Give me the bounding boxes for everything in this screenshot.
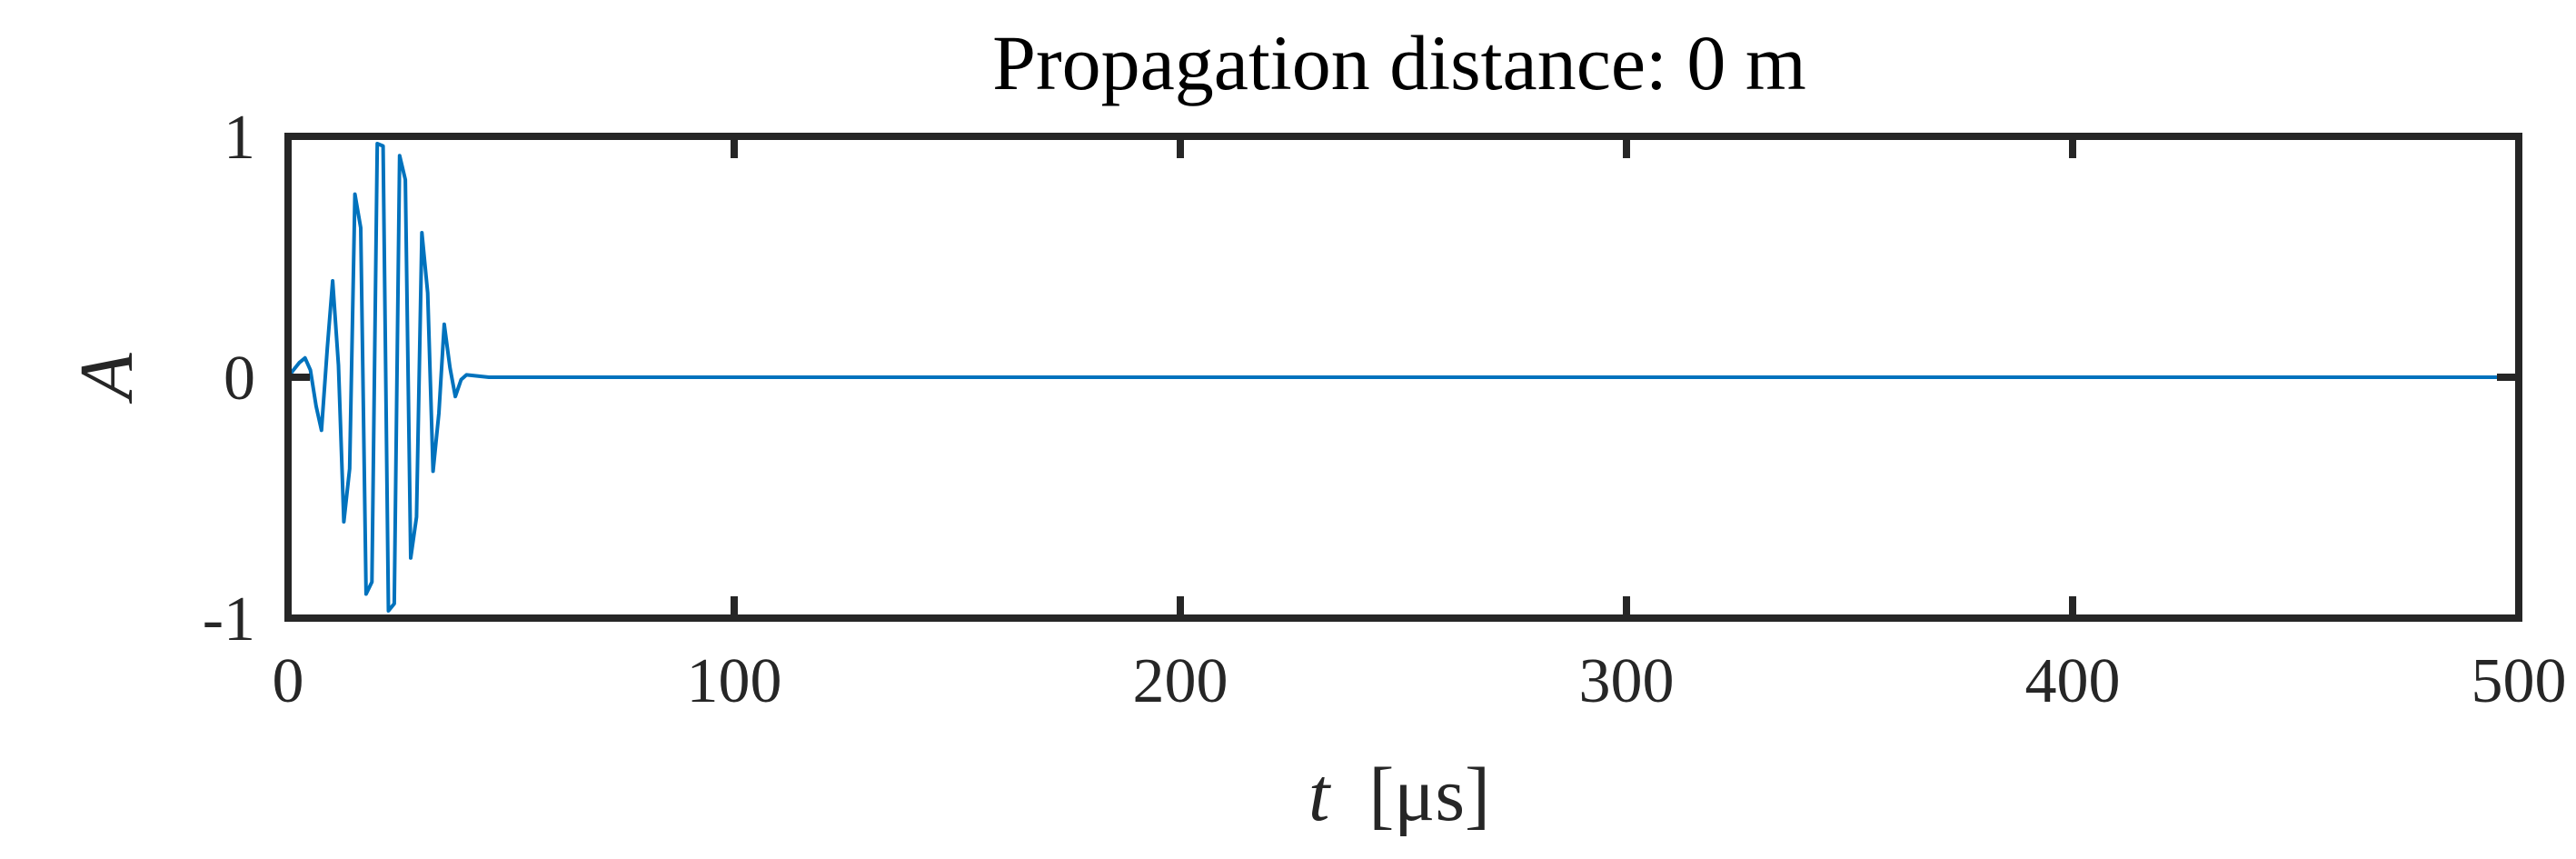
x-axis-label: t [μs]: [1308, 753, 1490, 837]
y-tick-label: -1: [203, 584, 255, 654]
x-tick-label: 400: [2025, 646, 2121, 716]
x-tick-label: 100: [687, 646, 782, 716]
x-tick-label: 200: [1133, 646, 1228, 716]
x-tick-label: 0: [273, 646, 304, 716]
chart-title: Propagation distance: 0 m: [992, 19, 1806, 106]
x-tick-label: 300: [1579, 646, 1675, 716]
y-axis-label: A: [65, 353, 149, 405]
series-line-0: [286, 142, 2519, 613]
x-tick-label: 500: [2472, 646, 2567, 716]
y-tick-label: 0: [224, 344, 255, 414]
series-layer: [286, 142, 2519, 613]
x-tick-labels: 0 100 200 300 400 500: [273, 646, 2567, 716]
y-tick-labels: -1 0 1: [203, 103, 255, 654]
y-axis-label-text: A: [65, 353, 149, 405]
tick-marks: [284, 133, 2522, 622]
x-axis-label-symbol: t: [1308, 753, 1332, 837]
x-axis-label-unit: [μs]: [1368, 753, 1490, 837]
y-tick-label: 1: [224, 103, 255, 173]
plot-area: 0 100 200 300 400 500 -1 0 1: [203, 103, 2567, 716]
